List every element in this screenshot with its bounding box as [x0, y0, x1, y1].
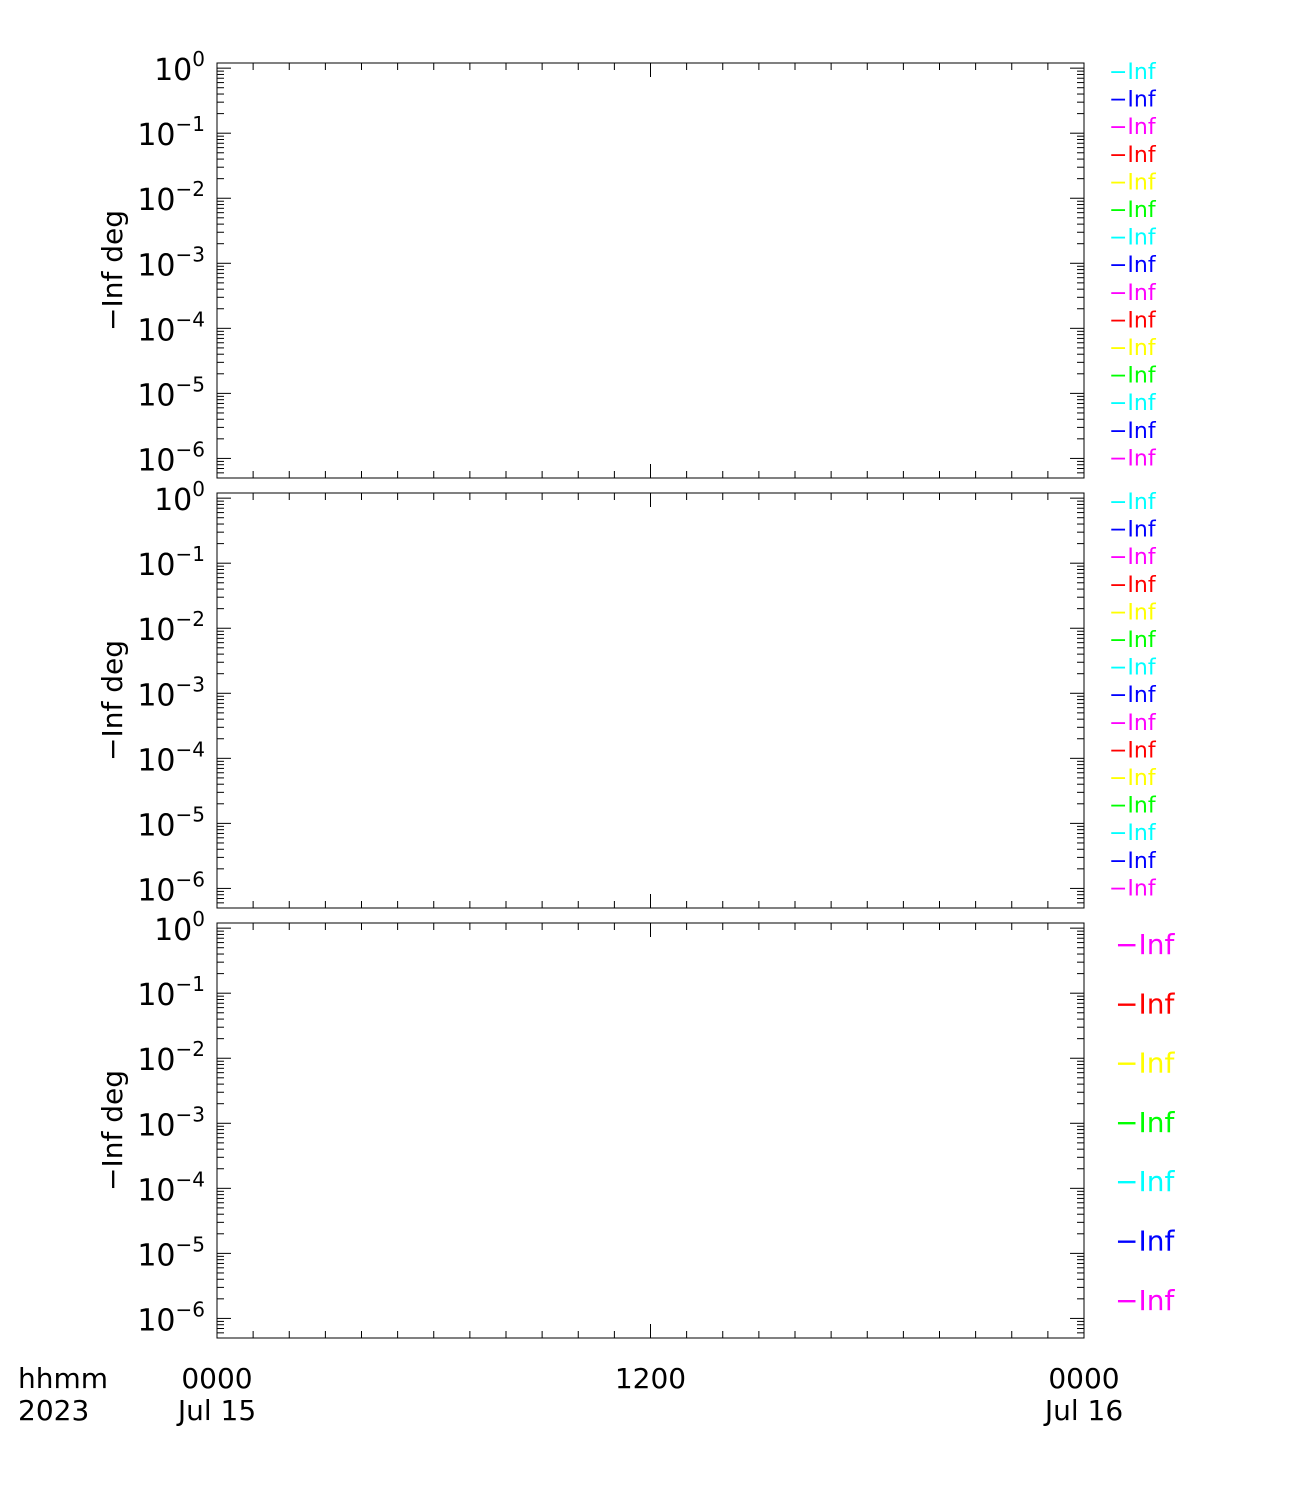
legend-entry: −Inf — [1115, 928, 1175, 961]
y-tick-label: 10−5 — [137, 372, 205, 413]
legend-entry: −Inf — [1109, 170, 1157, 195]
y-tick-label: 10−6 — [137, 437, 205, 478]
legend-entry: −Inf — [1109, 364, 1157, 389]
y-axis-label: −Inf deg — [96, 210, 129, 331]
legend-entry: −Inf — [1109, 226, 1157, 251]
legend-entry: −Inf — [1115, 1284, 1175, 1317]
y-tick-label: 10−1 — [137, 972, 205, 1013]
legend-entry: −Inf — [1109, 628, 1157, 653]
plot-frame — [216, 492, 1085, 909]
legend-entry: −Inf — [1109, 391, 1157, 416]
legend-entry: −Inf — [1109, 446, 1157, 471]
x-axis-label-year: 2023 — [18, 1394, 89, 1427]
x-tick-label-time: 0000 — [181, 1362, 252, 1395]
plot-frame — [216, 922, 1085, 1339]
y-tick-label: 10−3 — [137, 242, 205, 283]
legend-entry: −Inf — [1109, 490, 1157, 515]
legend-entry: −Inf — [1109, 518, 1157, 543]
y-tick-label: 10−4 — [137, 307, 205, 348]
legend-entry: −Inf — [1109, 419, 1157, 444]
x-axis-label-hhmm: hhmm — [18, 1362, 108, 1395]
legend-entry: −Inf — [1109, 253, 1157, 278]
y-tick-label: 10−3 — [137, 1102, 205, 1143]
y-tick-label: 100 — [154, 907, 205, 948]
legend-entry: −Inf — [1109, 573, 1157, 598]
plot-frame — [216, 62, 1085, 479]
y-tick-label: 10−6 — [137, 1297, 205, 1338]
y-tick-label: 10−1 — [137, 542, 205, 583]
legend-entry: −Inf — [1109, 683, 1157, 708]
legend-entry: −Inf — [1109, 600, 1157, 625]
legend-entry: −Inf — [1109, 545, 1157, 570]
legend-entry: −Inf — [1115, 1106, 1175, 1139]
legend-entry: −Inf — [1109, 336, 1157, 361]
y-tick-label: 10−3 — [137, 672, 205, 713]
y-axis-label: −Inf deg — [96, 640, 129, 761]
y-tick-label: 10−4 — [137, 1167, 205, 1208]
y-axis-label: −Inf deg — [96, 1070, 129, 1191]
legend-entry: −Inf — [1109, 849, 1157, 874]
legend-entry: −Inf — [1109, 143, 1157, 168]
y-tick-label: 10−2 — [137, 1037, 205, 1078]
y-tick-label: 10−5 — [137, 802, 205, 843]
legend-entry: −Inf — [1115, 1165, 1175, 1198]
legend-entry: −Inf — [1109, 876, 1157, 901]
legend-entry: −Inf — [1109, 88, 1157, 113]
legend-entry: −Inf — [1109, 766, 1157, 791]
y-tick-label: 10−6 — [137, 867, 205, 908]
legend-entry: −Inf — [1109, 281, 1157, 306]
legend-entry: −Inf — [1109, 711, 1157, 736]
legend-entry: −Inf — [1109, 115, 1157, 140]
x-tick-label-date: Jul 15 — [176, 1394, 256, 1427]
y-tick-label: 10−2 — [137, 177, 205, 218]
y-tick-label: 10−1 — [137, 112, 205, 153]
legend-entry: −Inf — [1115, 1047, 1175, 1080]
y-tick-label: 10−4 — [137, 737, 205, 778]
legend-entry: −Inf — [1109, 308, 1157, 333]
y-tick-label: 10−2 — [137, 607, 205, 648]
y-tick-label: 100 — [154, 47, 205, 88]
legend-entry: −Inf — [1109, 821, 1157, 846]
legend-entry: −Inf — [1109, 198, 1157, 223]
legend-entry: −Inf — [1115, 987, 1175, 1020]
legend-entry: −Inf — [1115, 1225, 1175, 1258]
legend-entry: −Inf — [1109, 738, 1157, 763]
legend-entry: −Inf — [1109, 656, 1157, 681]
y-tick-label: 100 — [154, 477, 205, 518]
x-tick-label-time: 1200 — [615, 1362, 686, 1395]
panel-bottom: 100 10−1 10−2 10−3 10−4 10−5 10−6 −Inf deg −Inf −… — [96, 907, 1175, 1339]
x-tick-label-time: 0000 — [1048, 1362, 1119, 1395]
legend-entry: −Inf — [1109, 60, 1157, 85]
legend-entry: −Inf — [1109, 794, 1157, 819]
y-tick-label: 10−5 — [137, 1232, 205, 1273]
x-tick-label-date: Jul 16 — [1043, 1394, 1123, 1427]
